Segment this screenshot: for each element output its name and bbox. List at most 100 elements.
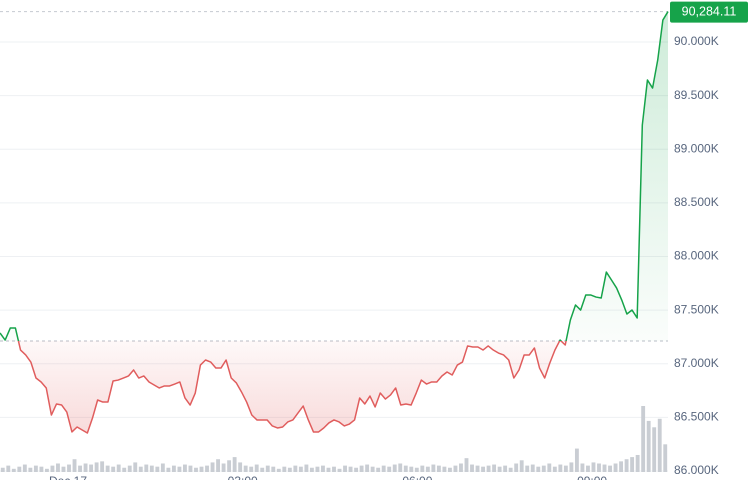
volume-bar bbox=[0, 467, 5, 472]
volume-bar bbox=[122, 467, 127, 472]
volume-bar bbox=[138, 466, 143, 472]
volume-bar bbox=[420, 465, 425, 472]
volume-bar bbox=[100, 461, 105, 472]
plot bbox=[0, 11, 669, 434]
volume-bar bbox=[133, 462, 138, 472]
volume-bar bbox=[183, 464, 187, 472]
y-tick-label: 86.500K bbox=[674, 410, 719, 424]
volume-bar bbox=[597, 463, 601, 472]
volume-bar bbox=[155, 466, 160, 472]
volume-bar bbox=[6, 465, 11, 472]
x-tick-label: 06:00 bbox=[402, 474, 432, 480]
volume-bar bbox=[459, 463, 463, 472]
volume-bar bbox=[547, 463, 552, 472]
volume-bar bbox=[497, 466, 502, 472]
volume-bar bbox=[381, 465, 386, 472]
volume-bar bbox=[160, 463, 165, 472]
volume-bar bbox=[298, 466, 303, 472]
volume-bar bbox=[619, 461, 624, 472]
volume-bar bbox=[348, 466, 353, 472]
volume-bar bbox=[171, 465, 176, 472]
volume-bar bbox=[608, 465, 612, 472]
volume-bar bbox=[563, 465, 568, 472]
volume-bar bbox=[293, 465, 298, 472]
y-tick-label: 89.000K bbox=[674, 141, 719, 155]
volume-bar bbox=[166, 467, 171, 472]
volume-bar bbox=[508, 467, 513, 472]
volume-bar bbox=[392, 464, 397, 472]
volume-bar bbox=[72, 459, 77, 472]
y-axis: 86.000K 86.500K 87.000K 87.500K 88.000K 88.50… bbox=[49, 1, 748, 480]
volume-bar bbox=[387, 466, 392, 472]
volume-bar bbox=[238, 462, 243, 472]
volume-bar bbox=[22, 464, 27, 472]
volume-bar bbox=[558, 464, 563, 472]
volume-bar bbox=[652, 427, 657, 472]
volume-bar bbox=[177, 466, 182, 472]
volume-bar bbox=[354, 467, 359, 472]
volume-bar bbox=[249, 466, 254, 472]
volume-bar bbox=[525, 465, 530, 472]
volume-bar bbox=[646, 420, 651, 472]
volume-bar bbox=[503, 465, 508, 472]
volume-bar bbox=[663, 444, 668, 472]
volume-bar bbox=[448, 467, 452, 472]
volume-bars bbox=[0, 406, 668, 472]
volume-bar bbox=[624, 459, 629, 472]
y-tick-label: 89.500K bbox=[674, 88, 719, 102]
volume-bar bbox=[50, 465, 55, 472]
volume-bar bbox=[376, 467, 381, 472]
y-tick-label: 86.000K bbox=[674, 463, 719, 477]
volume-bar bbox=[116, 464, 121, 472]
volume-bar bbox=[260, 467, 265, 472]
volume-bar bbox=[221, 463, 226, 472]
volume-bar bbox=[657, 418, 662, 472]
volume-bar bbox=[602, 464, 607, 472]
volume-bar bbox=[414, 467, 419, 472]
volume-bar bbox=[635, 454, 640, 472]
volume-bar bbox=[210, 462, 215, 472]
volume-bar bbox=[365, 464, 370, 472]
volume-bar bbox=[536, 466, 541, 472]
volume-bar bbox=[216, 459, 220, 472]
x-tick-label: 09:00 bbox=[577, 474, 607, 480]
last-price-badge bbox=[670, 1, 748, 23]
volume-bar bbox=[56, 463, 60, 472]
volume-bar bbox=[486, 465, 491, 472]
last-price-label: 90,284.11 bbox=[682, 4, 737, 18]
x-tick-label: Dec 17 bbox=[49, 474, 87, 480]
y-tick-label: 87.500K bbox=[674, 302, 719, 316]
volume-bar bbox=[442, 466, 447, 472]
volume-bar bbox=[89, 464, 94, 472]
volume-bar bbox=[111, 466, 116, 472]
volume-bar bbox=[315, 466, 320, 472]
y-tick-label: 87.000K bbox=[674, 356, 719, 370]
volume-bar bbox=[67, 464, 71, 472]
volume-bar bbox=[28, 467, 33, 472]
volume-bar bbox=[199, 466, 204, 472]
volume-bar bbox=[33, 465, 38, 472]
volume-bar bbox=[470, 464, 474, 472]
volume-bar bbox=[149, 465, 154, 472]
volume-bar bbox=[613, 463, 618, 472]
volume-bar bbox=[194, 467, 198, 472]
volume-bar bbox=[332, 466, 336, 472]
volume-bar bbox=[541, 465, 546, 472]
volume-bar bbox=[436, 465, 441, 472]
volume-bar bbox=[580, 463, 585, 472]
volume-bar bbox=[321, 465, 325, 472]
volume-bar bbox=[287, 467, 292, 472]
volume-bar bbox=[425, 466, 430, 472]
volume-bar bbox=[591, 462, 596, 472]
volume-bar bbox=[83, 463, 88, 472]
volume-bar bbox=[514, 463, 519, 472]
y-tick-label: 88.500K bbox=[674, 195, 719, 209]
volume-bar bbox=[586, 465, 590, 472]
volume-bar bbox=[282, 466, 287, 472]
volume-bar bbox=[11, 468, 16, 472]
volume-bar bbox=[453, 465, 458, 472]
x-tick-label: 03:00 bbox=[228, 474, 258, 480]
area-fill bbox=[0, 11, 668, 434]
volume-bar bbox=[569, 462, 574, 472]
volume-bar bbox=[39, 466, 44, 472]
